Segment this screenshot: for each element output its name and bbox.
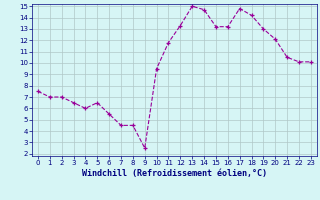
X-axis label: Windchill (Refroidissement éolien,°C): Windchill (Refroidissement éolien,°C): [82, 169, 267, 178]
